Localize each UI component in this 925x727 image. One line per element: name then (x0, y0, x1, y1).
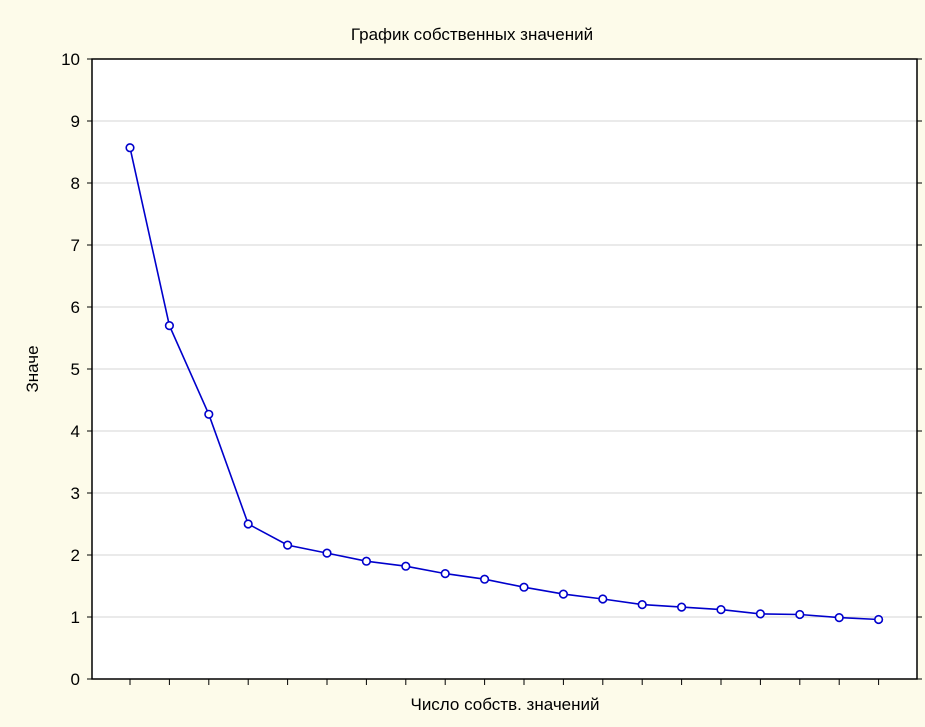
plot-frame (91, 58, 918, 680)
data-point (283, 540, 293, 550)
data-point (440, 568, 450, 579)
data-point (676, 602, 687, 612)
data-point (755, 609, 766, 619)
series-line (129, 147, 879, 621)
y-tick-label: 0 (71, 670, 80, 689)
y-tick-label: 3 (71, 484, 80, 503)
y-tick-label: 1 (71, 608, 80, 627)
y-tick-label: 7 (71, 236, 80, 255)
x-axis-label: Число собств. значений (410, 695, 599, 714)
y-tick-label: 9 (71, 112, 80, 131)
data-point (243, 519, 253, 529)
data-point (637, 599, 647, 610)
y-axis-label: Значе (23, 345, 42, 392)
data-point (834, 612, 844, 623)
data-point (361, 556, 372, 566)
data-point (322, 548, 332, 558)
x-axis-ticks (129, 679, 880, 685)
data-point (716, 604, 726, 615)
y-tick-label: 4 (71, 422, 80, 441)
data-point (401, 561, 411, 571)
data-point (795, 609, 805, 620)
data-point (873, 614, 884, 625)
data-point (204, 409, 214, 419)
data-point (164, 321, 174, 331)
series-layer (125, 143, 884, 625)
y-tick-label: 2 (71, 546, 80, 565)
data-point (125, 143, 135, 153)
data-point (519, 582, 529, 592)
y-tick-label: 5 (71, 360, 80, 379)
grid-lines (92, 120, 917, 618)
chart-title: График собственных значений (351, 25, 593, 44)
y-axis-ticks: 0 1 2 3 4 5 6 7 8 9 10 (61, 50, 922, 689)
y-tick-label: 6 (71, 298, 80, 317)
data-point (480, 574, 490, 584)
y-tick-label: 8 (71, 174, 80, 193)
data-point (558, 589, 569, 599)
y-tick-label: 10 (61, 50, 80, 69)
data-point (598, 594, 608, 604)
